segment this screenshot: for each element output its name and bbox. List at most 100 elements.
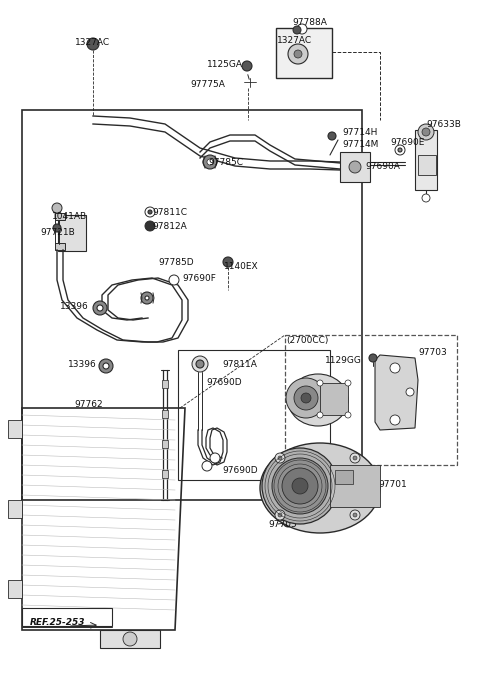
Circle shape	[349, 161, 361, 173]
Text: 97703: 97703	[418, 348, 447, 357]
Bar	[276, 28, 332, 78]
Bar	[335, 470, 353, 484]
Circle shape	[292, 478, 308, 494]
Text: 97701: 97701	[378, 480, 407, 489]
Circle shape	[207, 159, 213, 165]
Polygon shape	[8, 500, 22, 518]
Text: 97714H: 97714H	[342, 128, 377, 137]
Circle shape	[390, 415, 400, 425]
Ellipse shape	[260, 443, 380, 533]
Bar	[58, 215, 86, 251]
Circle shape	[87, 38, 99, 50]
Circle shape	[283, 517, 293, 527]
Circle shape	[353, 456, 357, 460]
Ellipse shape	[288, 374, 348, 426]
Bar	[22, 608, 112, 626]
Text: 13396: 13396	[60, 302, 89, 311]
Circle shape	[278, 513, 282, 517]
Circle shape	[288, 44, 308, 64]
Bar	[330, 465, 380, 507]
Bar	[162, 470, 168, 478]
Circle shape	[390, 363, 400, 373]
Circle shape	[369, 354, 377, 362]
Circle shape	[275, 453, 285, 463]
Text: 1327AC: 1327AC	[277, 36, 312, 45]
Circle shape	[202, 461, 212, 471]
Circle shape	[317, 380, 323, 386]
Text: 1140EX: 1140EX	[224, 262, 259, 271]
Text: 97705: 97705	[268, 520, 297, 529]
Circle shape	[97, 305, 103, 311]
Circle shape	[301, 393, 311, 403]
Circle shape	[294, 50, 302, 58]
Text: 97811C: 97811C	[152, 208, 187, 217]
Bar	[418, 155, 436, 175]
Text: (2700CC): (2700CC)	[286, 336, 328, 345]
Text: 97714M: 97714M	[342, 140, 378, 149]
Bar	[178, 350, 330, 480]
Polygon shape	[375, 355, 418, 430]
Polygon shape	[8, 580, 22, 598]
Polygon shape	[55, 213, 65, 220]
Text: 97811A: 97811A	[222, 360, 257, 369]
Circle shape	[345, 380, 351, 386]
Circle shape	[294, 386, 318, 410]
Circle shape	[282, 468, 318, 504]
Bar	[22, 110, 362, 500]
Circle shape	[328, 132, 336, 140]
Circle shape	[297, 24, 307, 34]
Circle shape	[395, 145, 405, 155]
Bar	[340, 152, 370, 182]
Circle shape	[272, 458, 328, 514]
Circle shape	[345, 412, 351, 418]
Text: 1125GA: 1125GA	[207, 60, 243, 69]
Bar	[320, 383, 348, 415]
Bar	[162, 410, 168, 418]
Text: 97788A: 97788A	[293, 18, 327, 27]
Text: 97690E: 97690E	[390, 138, 424, 147]
Circle shape	[353, 513, 357, 517]
Text: 1129GG: 1129GG	[325, 356, 362, 365]
Circle shape	[103, 363, 109, 369]
Text: 1041AB: 1041AB	[52, 212, 87, 221]
Text: 97785D: 97785D	[158, 258, 193, 267]
Circle shape	[317, 412, 323, 418]
Circle shape	[278, 456, 282, 460]
Bar	[162, 380, 168, 388]
Text: 97701: 97701	[308, 390, 337, 399]
Circle shape	[418, 124, 434, 140]
Text: 1327AC: 1327AC	[75, 38, 110, 47]
Circle shape	[203, 155, 217, 169]
Circle shape	[141, 292, 153, 304]
Bar	[162, 440, 168, 448]
Circle shape	[145, 207, 155, 217]
Circle shape	[398, 148, 402, 152]
Polygon shape	[8, 420, 22, 438]
Text: 97762: 97762	[74, 400, 103, 409]
Circle shape	[123, 632, 137, 646]
Bar	[100, 630, 160, 648]
Bar	[285, 335, 457, 465]
Text: 97785C: 97785C	[208, 158, 243, 167]
Text: 97690F: 97690F	[182, 274, 216, 283]
Polygon shape	[55, 243, 65, 250]
Circle shape	[293, 26, 301, 34]
Bar	[415, 130, 437, 190]
Circle shape	[145, 221, 155, 231]
Circle shape	[422, 128, 430, 136]
Circle shape	[99, 359, 113, 373]
Circle shape	[192, 356, 208, 372]
Circle shape	[422, 194, 430, 202]
Circle shape	[169, 275, 179, 285]
Text: 97633B: 97633B	[426, 120, 461, 129]
Circle shape	[275, 510, 285, 520]
Circle shape	[196, 360, 204, 368]
Circle shape	[148, 210, 152, 214]
Circle shape	[350, 453, 360, 463]
Text: 97690A: 97690A	[365, 162, 400, 171]
Text: 97690D: 97690D	[222, 466, 258, 475]
Circle shape	[210, 453, 220, 463]
Circle shape	[52, 203, 62, 213]
Text: REF.25-253: REF.25-253	[30, 618, 85, 627]
Text: 97721B: 97721B	[40, 228, 75, 237]
